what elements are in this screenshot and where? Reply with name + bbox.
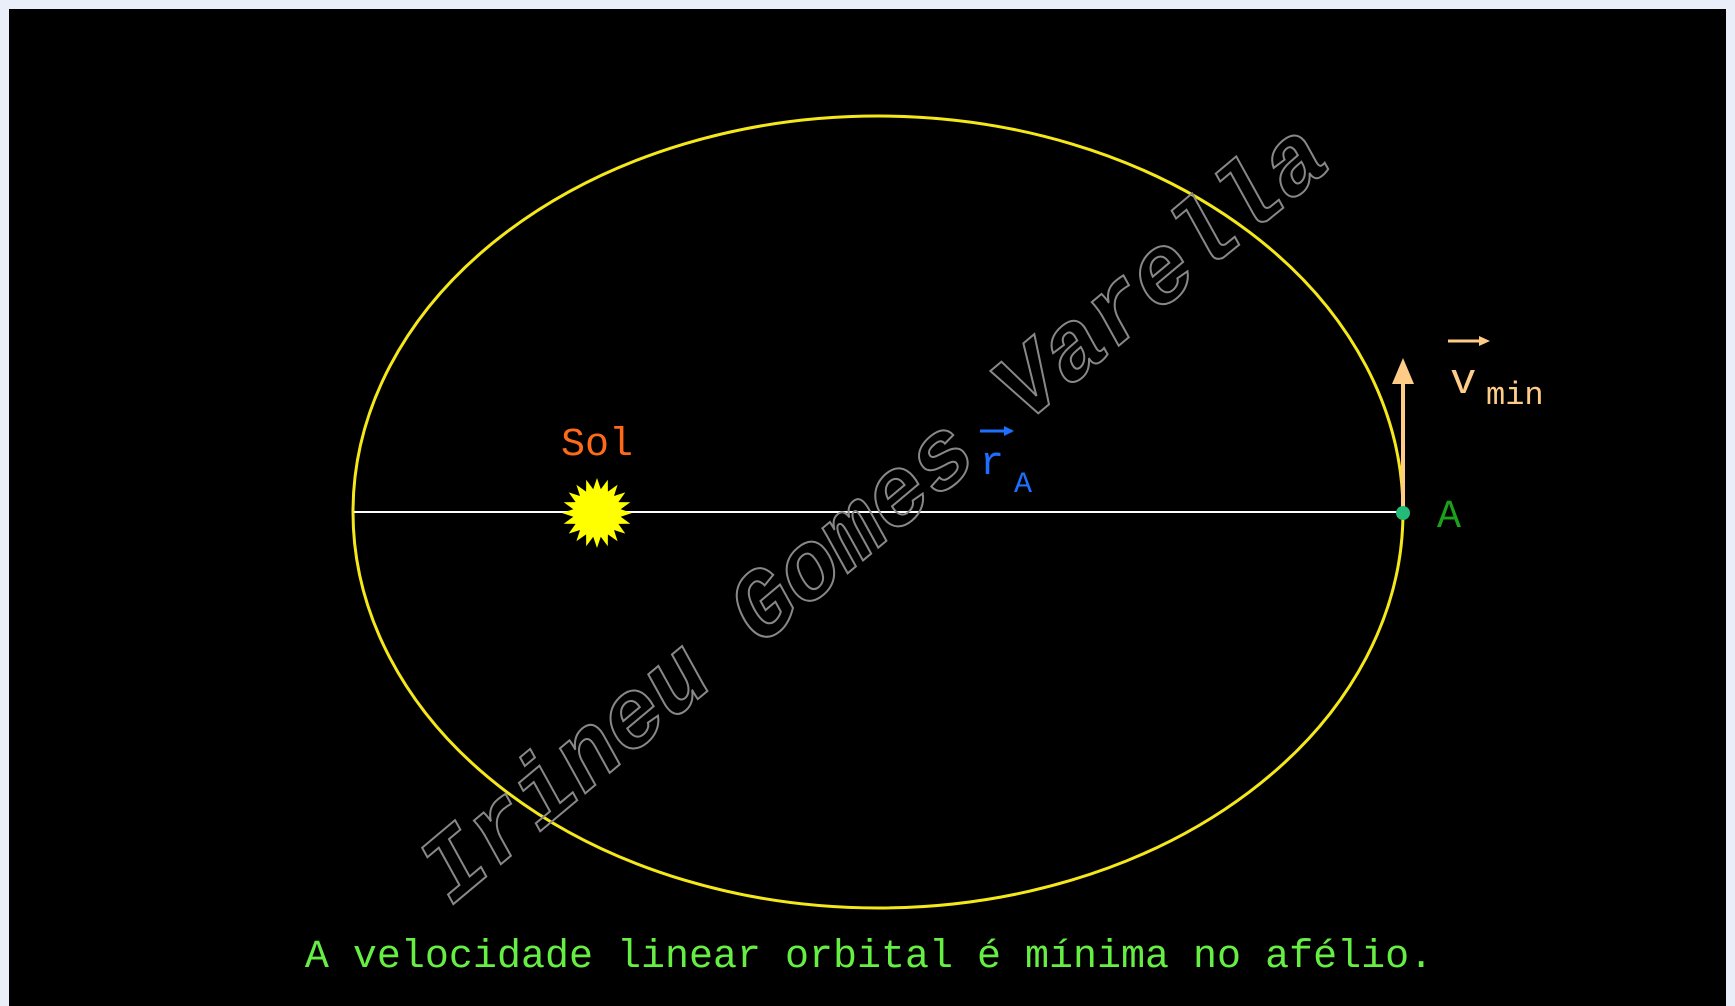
orbit-scene: Irineu Gomes Varella Sol r A A v min A v… (0, 0, 1735, 1006)
aphelion-point (1396, 506, 1410, 520)
point-label: A (1437, 495, 1461, 540)
radius-vector-subscript: A (1014, 468, 1032, 502)
radius-vector-symbol: r (980, 442, 1004, 487)
velocity-subscript: min (1486, 377, 1544, 414)
caption: A velocidade linear orbital é mínima no … (305, 935, 1433, 980)
sun-label: Sol (561, 423, 633, 468)
velocity-symbol: v (1450, 357, 1476, 407)
